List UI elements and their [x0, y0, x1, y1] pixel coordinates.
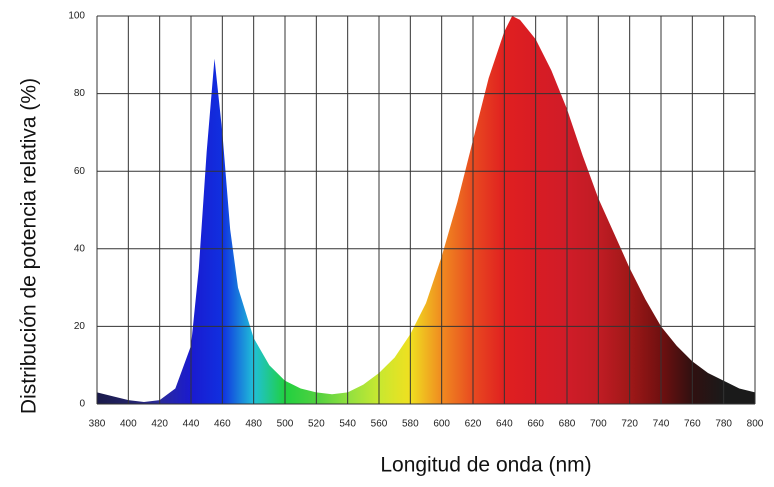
x-tick-label: 800: [747, 419, 764, 430]
y-tick-label: 100: [68, 11, 85, 22]
y-tick-label: 40: [74, 243, 86, 254]
y-tick-label: 60: [74, 166, 86, 177]
x-tick-label: 720: [621, 419, 638, 430]
x-tick-label: 660: [527, 419, 544, 430]
x-tick-label: 620: [465, 419, 482, 430]
x-tick-label: 540: [339, 419, 356, 430]
y-tick-label: 20: [74, 321, 86, 332]
x-tick-label: 440: [183, 419, 200, 430]
x-axis-label: Longitud de onda (nm): [380, 454, 591, 477]
x-tick-label: 480: [245, 419, 262, 430]
y-tick-label: 80: [74, 88, 86, 99]
x-tick-label: 520: [308, 419, 325, 430]
spectrum-area: [97, 16, 755, 404]
x-tick-label: 420: [151, 419, 168, 430]
x-tick-label: 680: [559, 419, 576, 430]
x-tick-label: 560: [371, 419, 388, 430]
x-tick-label: 500: [277, 419, 294, 430]
y-axis-label: Distribución de potencia relativa (%): [18, 78, 41, 414]
x-tick-label: 700: [590, 419, 607, 430]
x-tick-label: 780: [715, 419, 732, 430]
x-tick-label: 760: [684, 419, 701, 430]
x-tick-label: 600: [433, 419, 450, 430]
x-tick-label: 740: [653, 419, 670, 430]
x-tick-label: 580: [402, 419, 419, 430]
x-tick-label: 380: [89, 419, 106, 430]
x-tick-label: 460: [214, 419, 231, 430]
y-tick-label: 0: [79, 399, 85, 410]
x-tick-label: 400: [120, 419, 137, 430]
x-tick-label: 640: [496, 419, 513, 430]
